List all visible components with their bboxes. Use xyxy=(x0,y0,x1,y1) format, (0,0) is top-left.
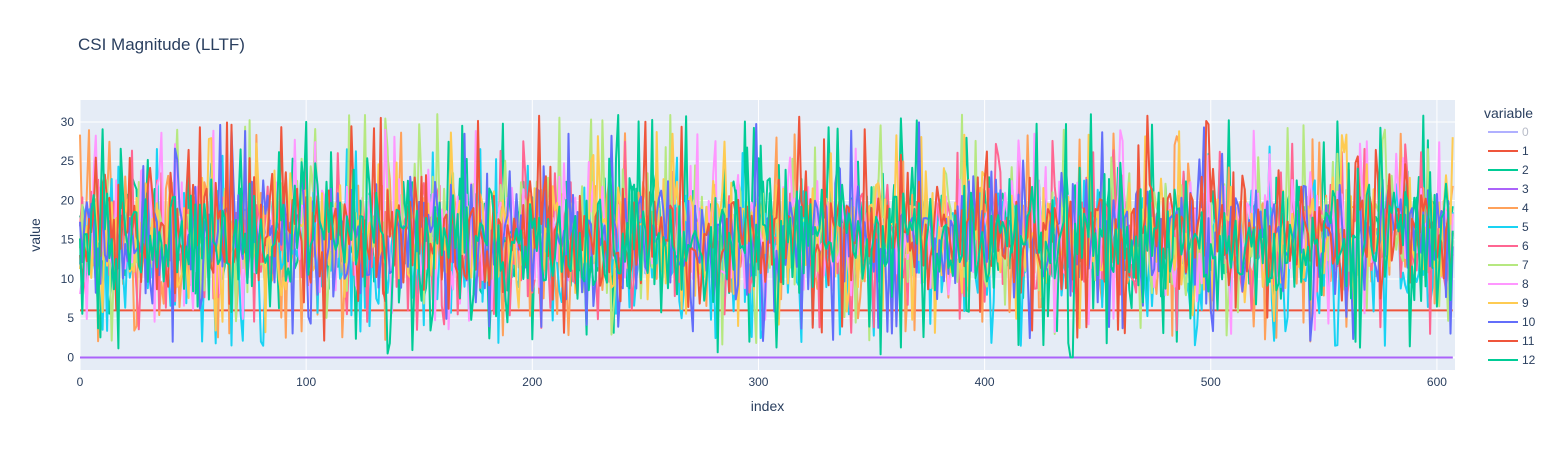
series-layer xyxy=(79,113,1454,359)
legend-label: 5 xyxy=(1522,220,1529,234)
y-tick-label: 5 xyxy=(67,311,74,325)
y-tick-label: 10 xyxy=(61,272,75,286)
legend-item-12[interactable]: 12 xyxy=(1488,353,1536,367)
y-tick-label: 30 xyxy=(61,115,75,129)
legend-title: variable xyxy=(1484,105,1533,121)
legend-item-10[interactable]: 10 xyxy=(1488,315,1536,329)
legend-label: 3 xyxy=(1522,182,1529,196)
legend-label: 0 xyxy=(1522,125,1529,139)
legend-label: 7 xyxy=(1522,258,1529,272)
legend-item-1[interactable]: 1 xyxy=(1488,144,1529,158)
legend-item-7[interactable]: 7 xyxy=(1488,258,1529,272)
legend-item-8[interactable]: 8 xyxy=(1488,277,1529,291)
legend-item-11[interactable]: 11 xyxy=(1488,334,1535,348)
y-tick-label: 0 xyxy=(67,350,74,364)
y-axis-title: value xyxy=(27,218,43,252)
x-axis-title: index xyxy=(751,398,784,414)
legend-label: 9 xyxy=(1522,296,1529,310)
legend-item-6[interactable]: 6 xyxy=(1488,239,1529,253)
y-tick-label: 15 xyxy=(61,233,75,247)
legend-label: 4 xyxy=(1522,201,1529,215)
legend-label: 11 xyxy=(1522,334,1535,348)
x-tick-label: 600 xyxy=(1427,375,1447,389)
y-tick-label: 25 xyxy=(61,154,75,168)
tick-labels: 0 100 200 300 400 500 600 0 5 10 15 20 25 30 xyxy=(61,115,1448,389)
legend-item-9[interactable]: 9 xyxy=(1488,296,1529,310)
series-line-12[interactable] xyxy=(79,113,1454,359)
x-tick-label: 100 xyxy=(296,375,316,389)
x-tick-label: 300 xyxy=(748,375,768,389)
chart-title: CSI Magnitude (LLTF) xyxy=(78,35,245,54)
x-tick-label: 400 xyxy=(975,375,995,389)
x-tick-label: 500 xyxy=(1201,375,1221,389)
legend-label: 10 xyxy=(1522,315,1536,329)
legend-label: 8 xyxy=(1522,277,1529,291)
legend-label: 2 xyxy=(1522,163,1529,177)
x-tick-label: 0 xyxy=(77,375,84,389)
legend-item-5[interactable]: 5 xyxy=(1488,220,1529,234)
legend-label: 1 xyxy=(1522,144,1529,158)
legend-item-2[interactable]: 2 xyxy=(1488,163,1529,177)
x-tick-label: 200 xyxy=(522,375,542,389)
y-tick-label: 20 xyxy=(61,193,75,207)
legend-item-3[interactable]: 3 xyxy=(1488,182,1529,196)
legend-label: 6 xyxy=(1522,239,1529,253)
legend-label: 12 xyxy=(1522,353,1536,367)
legend-item-4[interactable]: 4 xyxy=(1488,201,1529,215)
legend-item-0[interactable]: 0 xyxy=(1488,125,1529,139)
